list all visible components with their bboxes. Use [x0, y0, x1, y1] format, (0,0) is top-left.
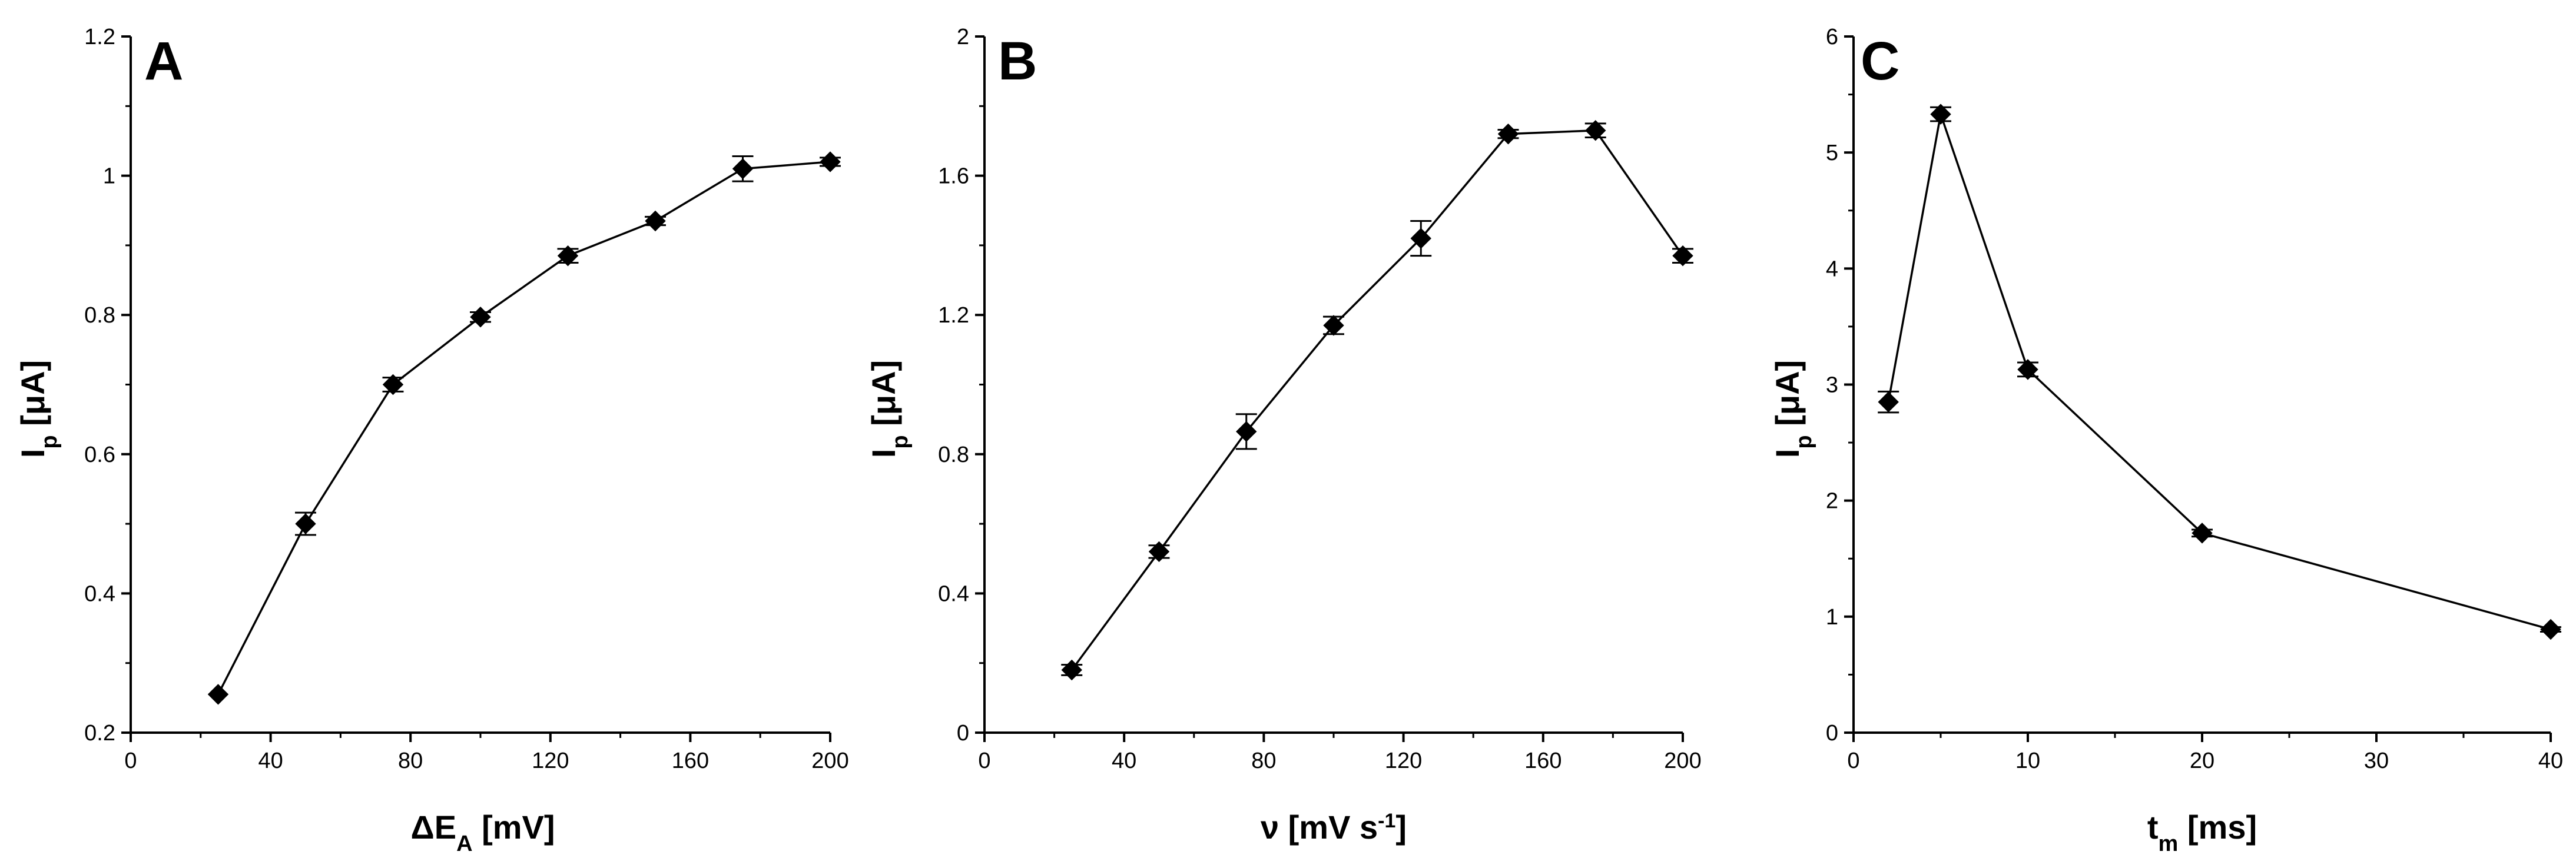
y-tick-label-a: 0.2 [84, 721, 115, 746]
y-tick-label-c: 3 [1826, 373, 1838, 398]
panel-letter-b: B [998, 31, 1037, 91]
x-tick-label-a: 80 [398, 749, 423, 773]
x-tick-label-b: 200 [1664, 749, 1701, 773]
x-tick-label-a: 120 [532, 749, 569, 773]
y-tick-label-c: 6 [1826, 25, 1838, 49]
panel-b: B Ip [μA] ν [mV s-1] 0 0.4 0.8 1.2 1.6 2 0 40 80… [865, 25, 1702, 846]
data-point-a [295, 513, 316, 534]
data-point-b [1148, 541, 1170, 563]
y-tick-label-c: 0 [1826, 721, 1838, 746]
data-point-a [382, 374, 404, 395]
y-tick-label-b: 0.8 [938, 443, 969, 467]
y-tick-label-a: 1 [103, 164, 115, 189]
data-point-a [732, 158, 754, 179]
x-tick-label-b: 160 [1524, 749, 1561, 773]
x-tick-label-a: 200 [811, 749, 848, 773]
y-axis-title-b: Ip [μA] [865, 360, 913, 458]
data-point-b [1585, 119, 1606, 141]
x-tick-label-b: 0 [978, 749, 990, 773]
y-tick-label-b: 0.4 [938, 581, 969, 606]
y-tick-label-a: 0.6 [84, 443, 115, 467]
data-point-a [207, 684, 229, 705]
data-point-a [470, 307, 491, 328]
x-tick-label-c: 10 [2015, 749, 2040, 773]
data-point-c [1930, 104, 1951, 125]
data-point-b [1236, 421, 1257, 443]
data-point-b [1061, 659, 1082, 681]
y-axis-title-c: Ip [μA] [1769, 360, 1816, 458]
y-tick-label-c: 4 [1826, 257, 1838, 281]
x-tick-label-b: 80 [1251, 749, 1276, 773]
data-point-c [2192, 523, 2213, 544]
data-point-a [820, 151, 841, 172]
y-tick-label-a: 0.4 [84, 581, 115, 606]
x-tick-label-a: 160 [672, 749, 709, 773]
panel-letter-c: C [1861, 31, 1899, 91]
data-point-a [557, 245, 579, 267]
y-tick-label-a: 1.2 [84, 25, 115, 49]
x-tick-label-c: 0 [1847, 749, 1859, 773]
y-axis-title-a: Ip [μA] [14, 360, 62, 458]
panel-letter-a: A [144, 31, 183, 91]
x-axis-title-c: tm [ms] [2147, 809, 2257, 856]
x-axis-title-a: ΔEA [mV] [410, 809, 555, 856]
panel-c: C Ip [μA] tm [ms] 0 1 2 3 4 5 6 0 10 20 30 40 [1769, 25, 2563, 856]
x-tick-label-a: 0 [124, 749, 137, 773]
y-tick-label-b: 1.6 [938, 164, 969, 189]
series-line-a [217, 161, 831, 695]
x-tick-label-b: 120 [1385, 749, 1422, 773]
y-tick-label-c: 5 [1826, 141, 1838, 165]
data-point-b [1323, 315, 1344, 336]
x-tick-label-c: 30 [2364, 749, 2389, 773]
panel-a: A Ip [μA] ΔEA [mV] 0.2 0.4 0.6 0.8 1 1.2 0 40 80… [14, 25, 849, 856]
series-line-c [1887, 110, 2551, 631]
data-point-c [1878, 391, 1899, 413]
x-tick-label-c: 40 [2538, 749, 2563, 773]
x-tick-label-b: 40 [1112, 749, 1136, 773]
y-tick-label-c: 1 [1826, 605, 1838, 630]
series-line-b [1070, 129, 1684, 671]
x-tick-label-a: 40 [258, 749, 283, 773]
y-tick-label-b: 1.2 [938, 303, 969, 328]
y-tick-label-a: 0.8 [84, 303, 115, 328]
data-point-b [1672, 245, 1693, 267]
x-axis-title-b: ν [mV s-1] [1261, 809, 1407, 846]
y-tick-label-b: 2 [957, 25, 969, 49]
y-tick-label-c: 2 [1826, 489, 1838, 514]
x-tick-label-c: 20 [2190, 749, 2214, 773]
y-tick-label-b: 0 [957, 721, 969, 746]
data-point-b [1410, 228, 1431, 249]
data-point-c [2017, 359, 2038, 380]
data-point-a [645, 210, 666, 232]
data-point-b [1497, 123, 1519, 145]
data-point-c [2540, 618, 2561, 640]
